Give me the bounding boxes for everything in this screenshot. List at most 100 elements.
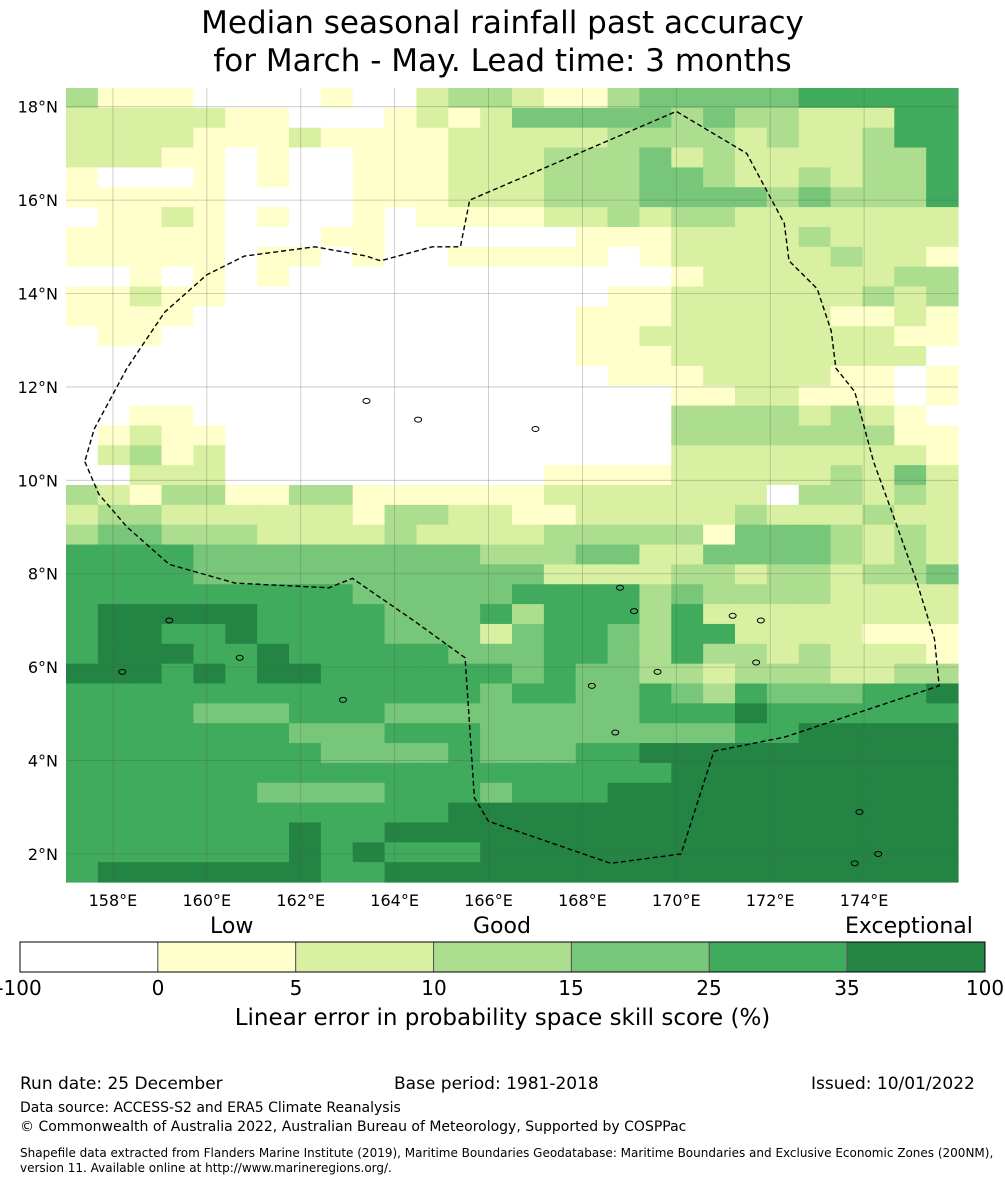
skill-cell [97,544,131,565]
skill-cell [289,663,322,685]
skill-cell [257,842,290,863]
island-outline [874,850,883,857]
skill-cell [575,723,609,744]
skill-cell [416,187,449,208]
skill-cell [639,306,672,327]
skill-cell [735,465,768,486]
skill-cell [66,326,99,347]
skill-cell [894,365,927,387]
skill-cell [416,445,449,466]
skill-cell [320,862,354,883]
skill-cell [384,524,418,546]
skill-cell [384,584,418,605]
skill-cell [862,524,895,546]
longitude-label: 168°E [558,891,607,910]
skill-cell [320,207,354,228]
skill-cell [193,762,226,784]
skill-cell [161,365,195,387]
skill-cell [894,306,927,327]
skill-cell [225,604,258,625]
skill-cell [225,207,258,228]
skill-cell [416,326,449,347]
skill-cell [320,147,354,168]
skill-cell [575,822,609,843]
skill-cell [703,226,736,248]
skill-grid [66,88,959,883]
skill-cell [448,623,481,645]
skill-cell [575,107,609,129]
skill-cell [129,445,163,466]
skill-cell [543,782,577,804]
skill-cell [97,564,131,585]
skill-cell [289,802,322,824]
skill-cell [97,822,131,843]
skill-cell [703,306,736,327]
skill-cell [671,842,704,863]
skill-cell [97,643,131,665]
skill-cell [129,107,163,129]
skill-cell [384,266,418,288]
skill-cell [289,564,322,585]
skill-cell [320,167,354,188]
skill-cell [384,485,418,506]
latitude-label: 8°N [28,565,58,584]
skill-cell [161,485,195,506]
skill-cell [480,822,513,843]
skill-cell [862,743,895,764]
skill-cell [703,107,736,129]
skill-cell [735,564,768,585]
skill-cell [703,346,736,367]
skill-cell [862,306,895,327]
skill-cell [289,207,322,228]
skill-cell [671,88,704,109]
skill-cell [671,246,704,268]
skill-cell [830,127,864,149]
skill-cell [798,286,832,307]
skill-cell [607,544,641,565]
skill-cell [257,405,290,427]
skill-cell [289,107,322,129]
skill-cell [289,346,322,367]
skill-cell [830,623,864,645]
skill-cell [320,246,354,268]
skill-cell [607,782,641,804]
skill-cell [575,445,609,466]
skill-cell [257,266,290,288]
skill-cell [161,544,195,565]
skill-cell [671,683,704,704]
skill-cell [512,822,545,843]
skill-cell [607,623,641,645]
skill-cell [512,306,545,327]
skill-cell [703,207,736,228]
skill-cell [512,107,545,129]
skill-cell [735,663,768,685]
skill-cell [543,723,577,744]
skill-cell [894,286,927,307]
skill-cell [894,207,927,228]
skill-cell [862,107,895,129]
skill-cell [862,167,895,188]
skill-cell [894,584,927,605]
skill-cell [639,723,672,744]
skill-cell [480,207,513,228]
skill-cell [448,346,481,367]
skill-cell [129,385,163,407]
skill-cell [512,623,545,645]
skill-cell [639,326,672,347]
skill-cell [735,107,768,129]
skill-cell [97,405,131,427]
skill-cell [352,445,386,466]
skill-cell [766,207,800,228]
skill-cell [926,405,959,427]
skill-cell [543,663,577,685]
skill-cell [703,862,736,883]
skill-cell [384,723,418,744]
skill-cell [862,226,895,248]
skill-cell [289,604,322,625]
skill-cell [129,147,163,168]
skill-cell [894,683,927,704]
colorbar-segment [433,941,572,973]
skill-cell [926,445,959,466]
skill-cell [703,326,736,347]
skill-cell [671,643,704,665]
